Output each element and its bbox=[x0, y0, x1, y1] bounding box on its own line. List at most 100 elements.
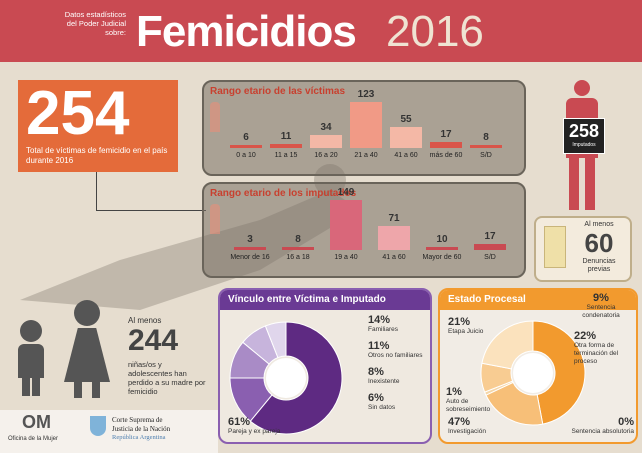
accused-age-title: Rango etario de los imputados bbox=[210, 188, 357, 199]
denuncias-box: Al menos 60 Denuncias previas bbox=[534, 216, 632, 282]
victims-bar bbox=[470, 145, 502, 148]
accused-age-panel: Rango etario de los imputados 3 Menor de … bbox=[202, 182, 526, 278]
victims-bars: 6 0 a 10 11 11 a 15 34 16 a 20 123 21 a 40 55 41 … bbox=[204, 82, 524, 174]
court-shield-icon bbox=[90, 416, 106, 436]
estado-condenatoria: 9% Sentencia condenatoria bbox=[568, 292, 634, 320]
vinculo-legend-item: 6% Sin datos bbox=[368, 392, 430, 414]
victims-bar bbox=[430, 141, 462, 148]
om-name: Oficina de la Mujer bbox=[8, 436, 59, 442]
children-prefix: Al menos bbox=[128, 316, 162, 325]
victims-age-panel: Rango etario de las víctimas 6 0 a 10 11 11… bbox=[202, 80, 526, 176]
accused-bar bbox=[474, 244, 506, 250]
accused-bar bbox=[234, 247, 266, 250]
total-victims-box: 254 Total de víctimas de femicidio en el… bbox=[18, 80, 178, 172]
victims-bar-label: 0 a 10 bbox=[236, 152, 256, 159]
vinculo-legend-pct: 14% bbox=[368, 314, 391, 326]
vinculo-legend-pct: 8% bbox=[368, 366, 384, 378]
estado-slice bbox=[532, 320, 586, 425]
victims-bar-value: 55 bbox=[400, 114, 412, 126]
vinculo-legend-item: 14% Familiares bbox=[368, 314, 430, 336]
estado-investigacion-pct: 47% bbox=[448, 416, 471, 428]
header-subtitle: Datos estadísticos del Poder Judicial so… bbox=[64, 10, 126, 37]
vinculo-legend-label: Inexistente bbox=[368, 378, 400, 385]
footer: OM Oficina de la Mujer Corte Suprema de … bbox=[0, 410, 218, 453]
vinculo-legend-item: 11% Otros no familiares bbox=[368, 340, 430, 362]
accused-bar-value: 149 bbox=[337, 187, 355, 198]
victims-bar-value: 8 bbox=[483, 132, 489, 143]
estado-auto-label: Auto de sobreseimiento bbox=[446, 398, 491, 413]
figure-head-icon bbox=[574, 80, 590, 96]
estado-investigacion: 47% Investigación bbox=[448, 416, 508, 436]
accused-bar-label: Menor de 16 bbox=[230, 254, 270, 261]
documents-icon bbox=[544, 226, 566, 268]
vinculo-slice bbox=[264, 321, 287, 359]
total-text: Total de víctimas de femicidio en el paí… bbox=[26, 146, 168, 165]
victims-bar-value: 11 bbox=[280, 130, 292, 142]
vinculo-legend-pct: 11% bbox=[368, 340, 390, 352]
vinculo-donut-chart bbox=[229, 321, 343, 435]
estado-condenatoria-pct: 9% bbox=[593, 292, 609, 304]
children-text: niñas/os y adolescentes han perdido a su… bbox=[128, 360, 206, 396]
court-line3: República Argentina bbox=[112, 434, 166, 441]
vinculo-main: 61% Pareja y ex pareja bbox=[228, 416, 280, 436]
female-figure-icon bbox=[210, 102, 220, 132]
vinculo-main-label: Pareja y ex pareja bbox=[228, 428, 281, 435]
estado-juicio-label: Etapa Juicio bbox=[448, 328, 484, 335]
header-banner: Datos estadísticos del Poder Judicial so… bbox=[0, 0, 642, 62]
accused-bars: 3 Menor de 16 8 16 a 18 149 19 a 40 71 41 a 60 1… bbox=[204, 184, 524, 276]
accused-bar-label: S/D bbox=[484, 254, 496, 261]
imputados-number: 258 bbox=[568, 121, 600, 141]
estado-investigacion-label: Investigación bbox=[448, 428, 486, 435]
page-year: 2016 bbox=[386, 7, 484, 56]
vinculo-legend-label: Familiares bbox=[368, 326, 398, 333]
victims-bar-label: más de 60 bbox=[429, 152, 463, 159]
children-number: 244 bbox=[128, 324, 179, 357]
estado-auto-pct: 1% bbox=[446, 386, 462, 398]
victims-bar-label: 16 a 20 bbox=[314, 152, 338, 159]
accused-bar-value: 17 bbox=[484, 231, 496, 243]
estado-auto: 1% Auto de sobreseimiento bbox=[446, 386, 496, 414]
victims-bar-label: 41 a 60 bbox=[394, 152, 418, 159]
denuncias-label: Denuncias previas bbox=[582, 258, 616, 273]
estado-absolutoria: 0% Sentencia absolutoria bbox=[556, 416, 634, 436]
vinculo-title: Vínculo entre Víctima e Imputado bbox=[228, 294, 386, 305]
male-figure-icon bbox=[210, 204, 220, 234]
estado-otra-pct: 22% bbox=[574, 330, 597, 342]
children-figures bbox=[14, 300, 118, 400]
denuncias-prefix: Al menos bbox=[584, 221, 614, 228]
estado-title: Estado Procesal bbox=[448, 294, 526, 305]
estado-panel: Estado Procesal 21% Etapa Juicio 1% Auto… bbox=[438, 288, 638, 444]
victims-bar-value: 6 bbox=[243, 132, 249, 143]
vinculo-legend-label: Otros no familiares bbox=[368, 352, 423, 359]
vinculo-legend-item: 8% Inexistente bbox=[368, 366, 430, 388]
court-line1: Corte Suprema de bbox=[112, 416, 163, 424]
accused-bar bbox=[378, 226, 410, 250]
victims-bar bbox=[310, 135, 342, 148]
accused-bar bbox=[282, 247, 314, 250]
estado-absolutoria-label: Sentencia absolutoria bbox=[571, 428, 634, 435]
vinculo-legend: 14% Familiares 11% Otros no familiares 8% Ine… bbox=[368, 314, 430, 418]
om-logo: OM bbox=[22, 412, 51, 432]
accused-bar-value: 10 bbox=[436, 233, 448, 245]
accused-bar-value: 71 bbox=[388, 213, 400, 225]
vinculo-center-icon bbox=[266, 358, 306, 398]
page-title: Femicidios bbox=[136, 7, 357, 56]
vinculo-slice bbox=[249, 321, 343, 435]
accused-bar-label: Mayor de 60 bbox=[422, 254, 462, 261]
victims-bar-label: S/D bbox=[480, 152, 492, 159]
vinculo-legend-pct: 6% bbox=[368, 392, 384, 404]
victims-bar bbox=[230, 145, 262, 148]
woman-head-icon bbox=[74, 300, 100, 326]
total-number: 254 bbox=[26, 79, 130, 148]
accused-bar-value: 8 bbox=[295, 234, 301, 245]
victims-bar-label: 21 a 40 bbox=[354, 152, 378, 159]
estado-condenatoria-label: Sentencia condenatoria bbox=[582, 304, 620, 319]
victims-bar-value: 34 bbox=[320, 122, 332, 134]
estado-absolutoria-pct: 0% bbox=[618, 416, 634, 428]
accused-bar bbox=[426, 246, 458, 250]
imputados-label: Imputados bbox=[572, 142, 596, 148]
estado-slice bbox=[481, 320, 534, 370]
estado-juicio-pct: 21% bbox=[448, 316, 471, 328]
victims-age-title: Rango etario de las víctimas bbox=[210, 86, 346, 97]
victims-bar bbox=[390, 127, 422, 148]
